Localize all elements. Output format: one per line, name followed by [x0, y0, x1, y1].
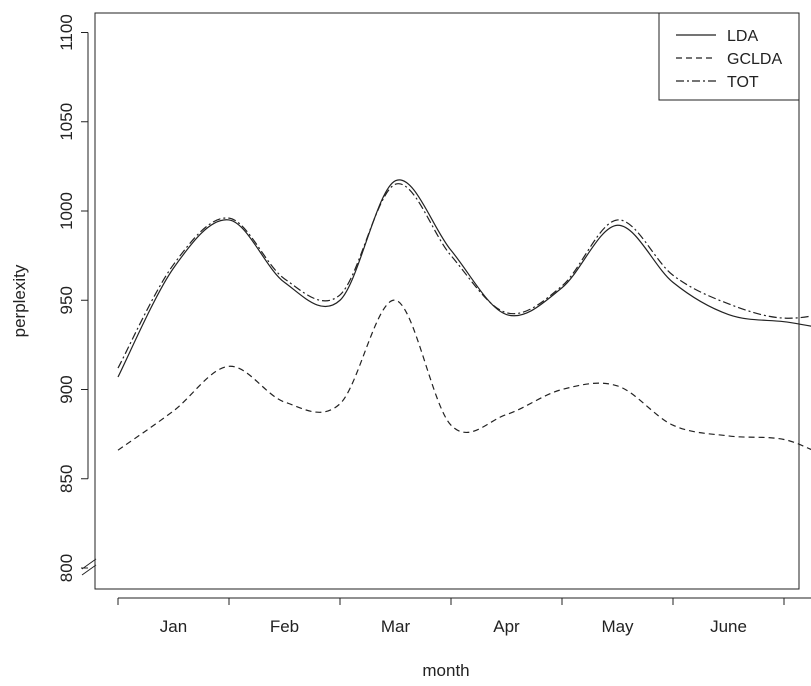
- y-tick-label: 950: [57, 286, 76, 314]
- y-tick-label: 1050: [57, 103, 76, 141]
- series-layer: [117, 179, 811, 451]
- legend: LDA GCLDA TOT: [658, 12, 800, 101]
- series-line-gclda: [117, 299, 811, 451]
- axis-break-mark: [81, 564, 97, 576]
- y-tick-label: 1000: [57, 192, 76, 230]
- plot-frame: [94, 12, 800, 590]
- y-tick-label: 800: [57, 554, 76, 582]
- x-tick-label: May: [601, 617, 634, 636]
- x-tick-label: Mar: [381, 617, 411, 636]
- series-line-tot: [117, 183, 811, 369]
- x-axis: JanFebMarAprMayJuneJulyAugSepOctNovDec: [117, 597, 811, 636]
- x-tick-label: Apr: [493, 617, 520, 636]
- y-axis: 800 850 900 950 1000 1050 1100: [57, 14, 97, 582]
- legend-label: GCLDA: [727, 51, 782, 68]
- axis-break-mark: [81, 558, 97, 570]
- series-line-lda: [117, 179, 811, 378]
- x-axis-title: month: [422, 661, 469, 680]
- legend-label: LDA: [727, 28, 758, 45]
- x-tick-label: Jan: [160, 617, 187, 636]
- legend-box: [658, 12, 800, 101]
- y-tick-label: 1100: [57, 14, 76, 51]
- legend-label: TOT: [727, 74, 759, 91]
- x-tick-label: June: [710, 617, 747, 636]
- y-tick-label: 850: [57, 465, 76, 493]
- y-tick-label: 900: [57, 375, 76, 403]
- y-axis-title: perplexity: [10, 264, 29, 337]
- x-tick-label: Feb: [270, 617, 299, 636]
